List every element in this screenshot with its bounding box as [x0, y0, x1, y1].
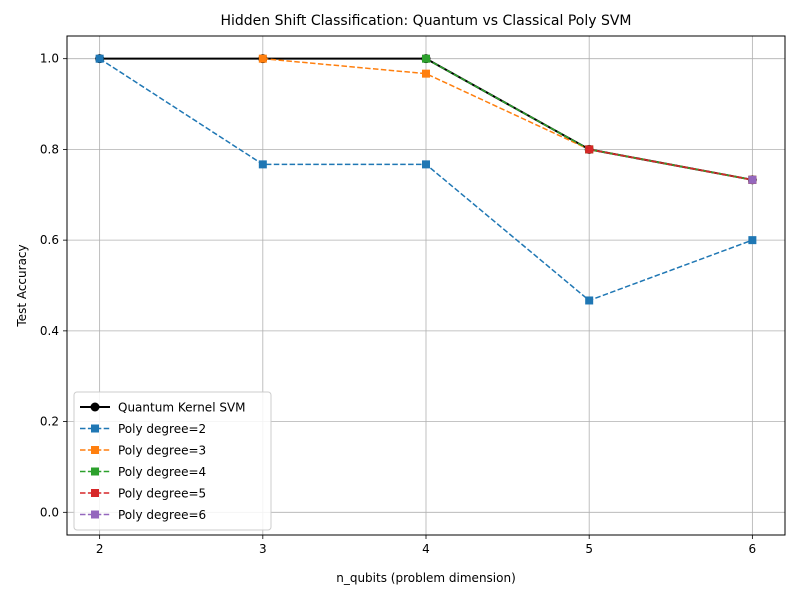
y-tick-label: 0.0	[40, 505, 59, 519]
legend-marker	[91, 467, 99, 476]
data-point	[748, 236, 757, 245]
x-tick-label: 6	[749, 542, 757, 556]
data-point	[258, 160, 267, 169]
data-point	[585, 145, 594, 154]
legend-label: Poly degree=6	[118, 508, 206, 522]
legend-label: Quantum Kernel SVM	[118, 401, 246, 415]
legend-marker	[91, 446, 99, 454]
series-group	[95, 54, 757, 305]
legend-label: Poly degree=3	[118, 444, 206, 458]
chart-title: Hidden Shift Classification: Quantum vs …	[220, 13, 631, 29]
x-tick-label: 2	[96, 542, 104, 556]
y-axis-label: Test Accuracy	[15, 244, 29, 327]
y-tick-label: 1.0	[40, 52, 59, 66]
x-tick-label: 4	[422, 542, 430, 556]
data-point	[585, 296, 594, 305]
legend-entry: Poly degree=3	[80, 444, 206, 458]
y-tick-label: 0.6	[40, 233, 59, 247]
legend-entry: Quantum Kernel SVM	[80, 401, 246, 415]
data-point	[422, 69, 430, 78]
legend-label: Poly degree=2	[118, 422, 206, 436]
legend-entry: Poly degree=4	[80, 465, 206, 479]
data-point	[422, 54, 430, 63]
x-axis-label: n_qubits (problem dimension)	[336, 571, 516, 585]
x-tick-label: 5	[585, 542, 593, 556]
legend-entry: Poly degree=5	[80, 487, 206, 501]
series-1	[95, 54, 757, 305]
data-point	[422, 160, 430, 169]
legend-box	[73, 391, 272, 531]
legend: Quantum Kernel SVM Poly degree=2 Poly degr…	[73, 391, 272, 531]
legend-marker	[90, 402, 100, 412]
legend-marker	[91, 489, 99, 497]
legend-marker	[91, 510, 99, 519]
legend-label: Poly degree=4	[118, 465, 206, 479]
series-5	[748, 175, 757, 184]
legend-entry: Poly degree=2	[80, 422, 206, 436]
ticks: 2 3 4 5 6 0.0 0.2 0.4 0.6 0.8 1.0	[40, 52, 756, 556]
y-tick-label: 0.2	[40, 415, 59, 429]
data-point	[258, 54, 267, 63]
y-tick-label: 0.8	[40, 142, 59, 156]
x-tick-label: 3	[259, 542, 267, 556]
legend-entry: Poly degree=6	[80, 508, 206, 522]
legend-marker	[91, 424, 99, 433]
data-point	[748, 175, 757, 184]
legend-label: Poly degree=5	[118, 487, 206, 501]
y-tick-label: 0.4	[40, 324, 59, 338]
series-line	[589, 148, 753, 181]
data-point	[95, 54, 104, 63]
